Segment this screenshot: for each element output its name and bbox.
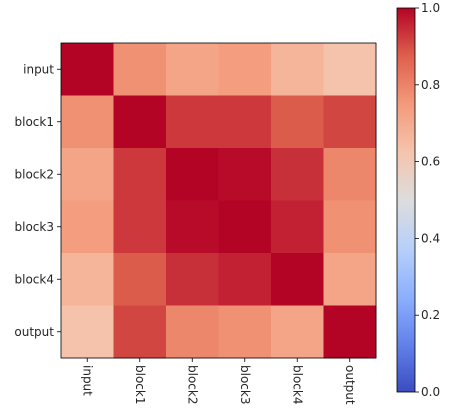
heatmap-cell [61, 201, 114, 254]
colorbar-tick-label: 0.4 [421, 231, 440, 245]
heatmap-cell [219, 96, 272, 149]
x-tick-label: output [343, 365, 357, 405]
heatmap-cell [166, 43, 219, 96]
heatmap-cell [271, 43, 324, 96]
heatmap-cell [166, 96, 219, 149]
y-tick-label: input [23, 62, 54, 76]
x-axis-ticks: input block1 block2 block3 block4 output [80, 358, 357, 405]
heatmap-cell [324, 253, 377, 306]
colorbar-tick-label: 1.0 [421, 1, 440, 15]
colorbar [397, 8, 415, 392]
heatmap-cell [271, 148, 324, 201]
heatmap-cell [271, 253, 324, 306]
heatmap-cell [61, 306, 114, 359]
heatmap-cell [219, 201, 272, 254]
y-axis-ticks: input block1 block2 block3 block4 output [14, 62, 61, 339]
heatmap-cell [61, 43, 114, 96]
heatmap-cell [219, 253, 272, 306]
y-tick-label: block3 [15, 220, 54, 234]
colorbar-tick-label: 0.8 [421, 78, 440, 92]
colorbar-tick-label: 0.2 [421, 308, 440, 322]
x-tick-label: block1 [133, 365, 147, 404]
heatmap-cell [166, 148, 219, 201]
heatmap-cell [219, 306, 272, 359]
heatmap-cell [166, 201, 219, 254]
heatmap-cell [324, 201, 377, 254]
heatmap-cell [271, 306, 324, 359]
colorbar-tick-label: 0.6 [421, 155, 440, 169]
x-tick-label: block2 [185, 365, 199, 404]
heatmap-cell [324, 148, 377, 201]
heatmap-cell [114, 306, 167, 359]
heatmap-cell [324, 43, 377, 96]
heatmap-cell [219, 43, 272, 96]
heatmap-cell [219, 148, 272, 201]
y-tick-label: block4 [15, 272, 54, 286]
heatmap-cell [166, 253, 219, 306]
heatmap-cell [271, 201, 324, 254]
heatmap-cell [61, 148, 114, 201]
heatmap-cell [271, 96, 324, 149]
x-tick-label: input [80, 365, 94, 396]
heatmap-cell [324, 306, 377, 359]
heatmap-cell [114, 43, 167, 96]
y-tick-label: block1 [15, 115, 54, 129]
x-tick-label: block4 [290, 365, 304, 404]
colorbar-ticks: 0.0 0.2 0.4 0.6 0.8 1.0 [415, 1, 440, 399]
heatmap-cell [114, 148, 167, 201]
heatmap-cell [61, 96, 114, 149]
heatmap-cells [61, 43, 377, 359]
heatmap-cell [114, 96, 167, 149]
heatmap-cell [166, 306, 219, 359]
x-tick-label: block3 [238, 365, 252, 404]
heatmap-cell [114, 253, 167, 306]
colorbar-tick-label: 0.0 [421, 385, 440, 399]
heatmap-cell [61, 253, 114, 306]
y-tick-label: output [14, 325, 54, 339]
heatmap-cell [324, 96, 377, 149]
heatmap-cell [114, 201, 167, 254]
y-tick-label: block2 [15, 167, 54, 181]
